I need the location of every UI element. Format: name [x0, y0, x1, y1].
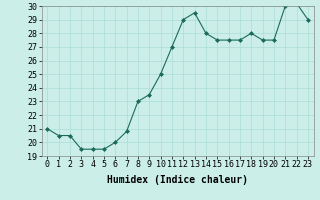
X-axis label: Humidex (Indice chaleur): Humidex (Indice chaleur)	[107, 175, 248, 185]
